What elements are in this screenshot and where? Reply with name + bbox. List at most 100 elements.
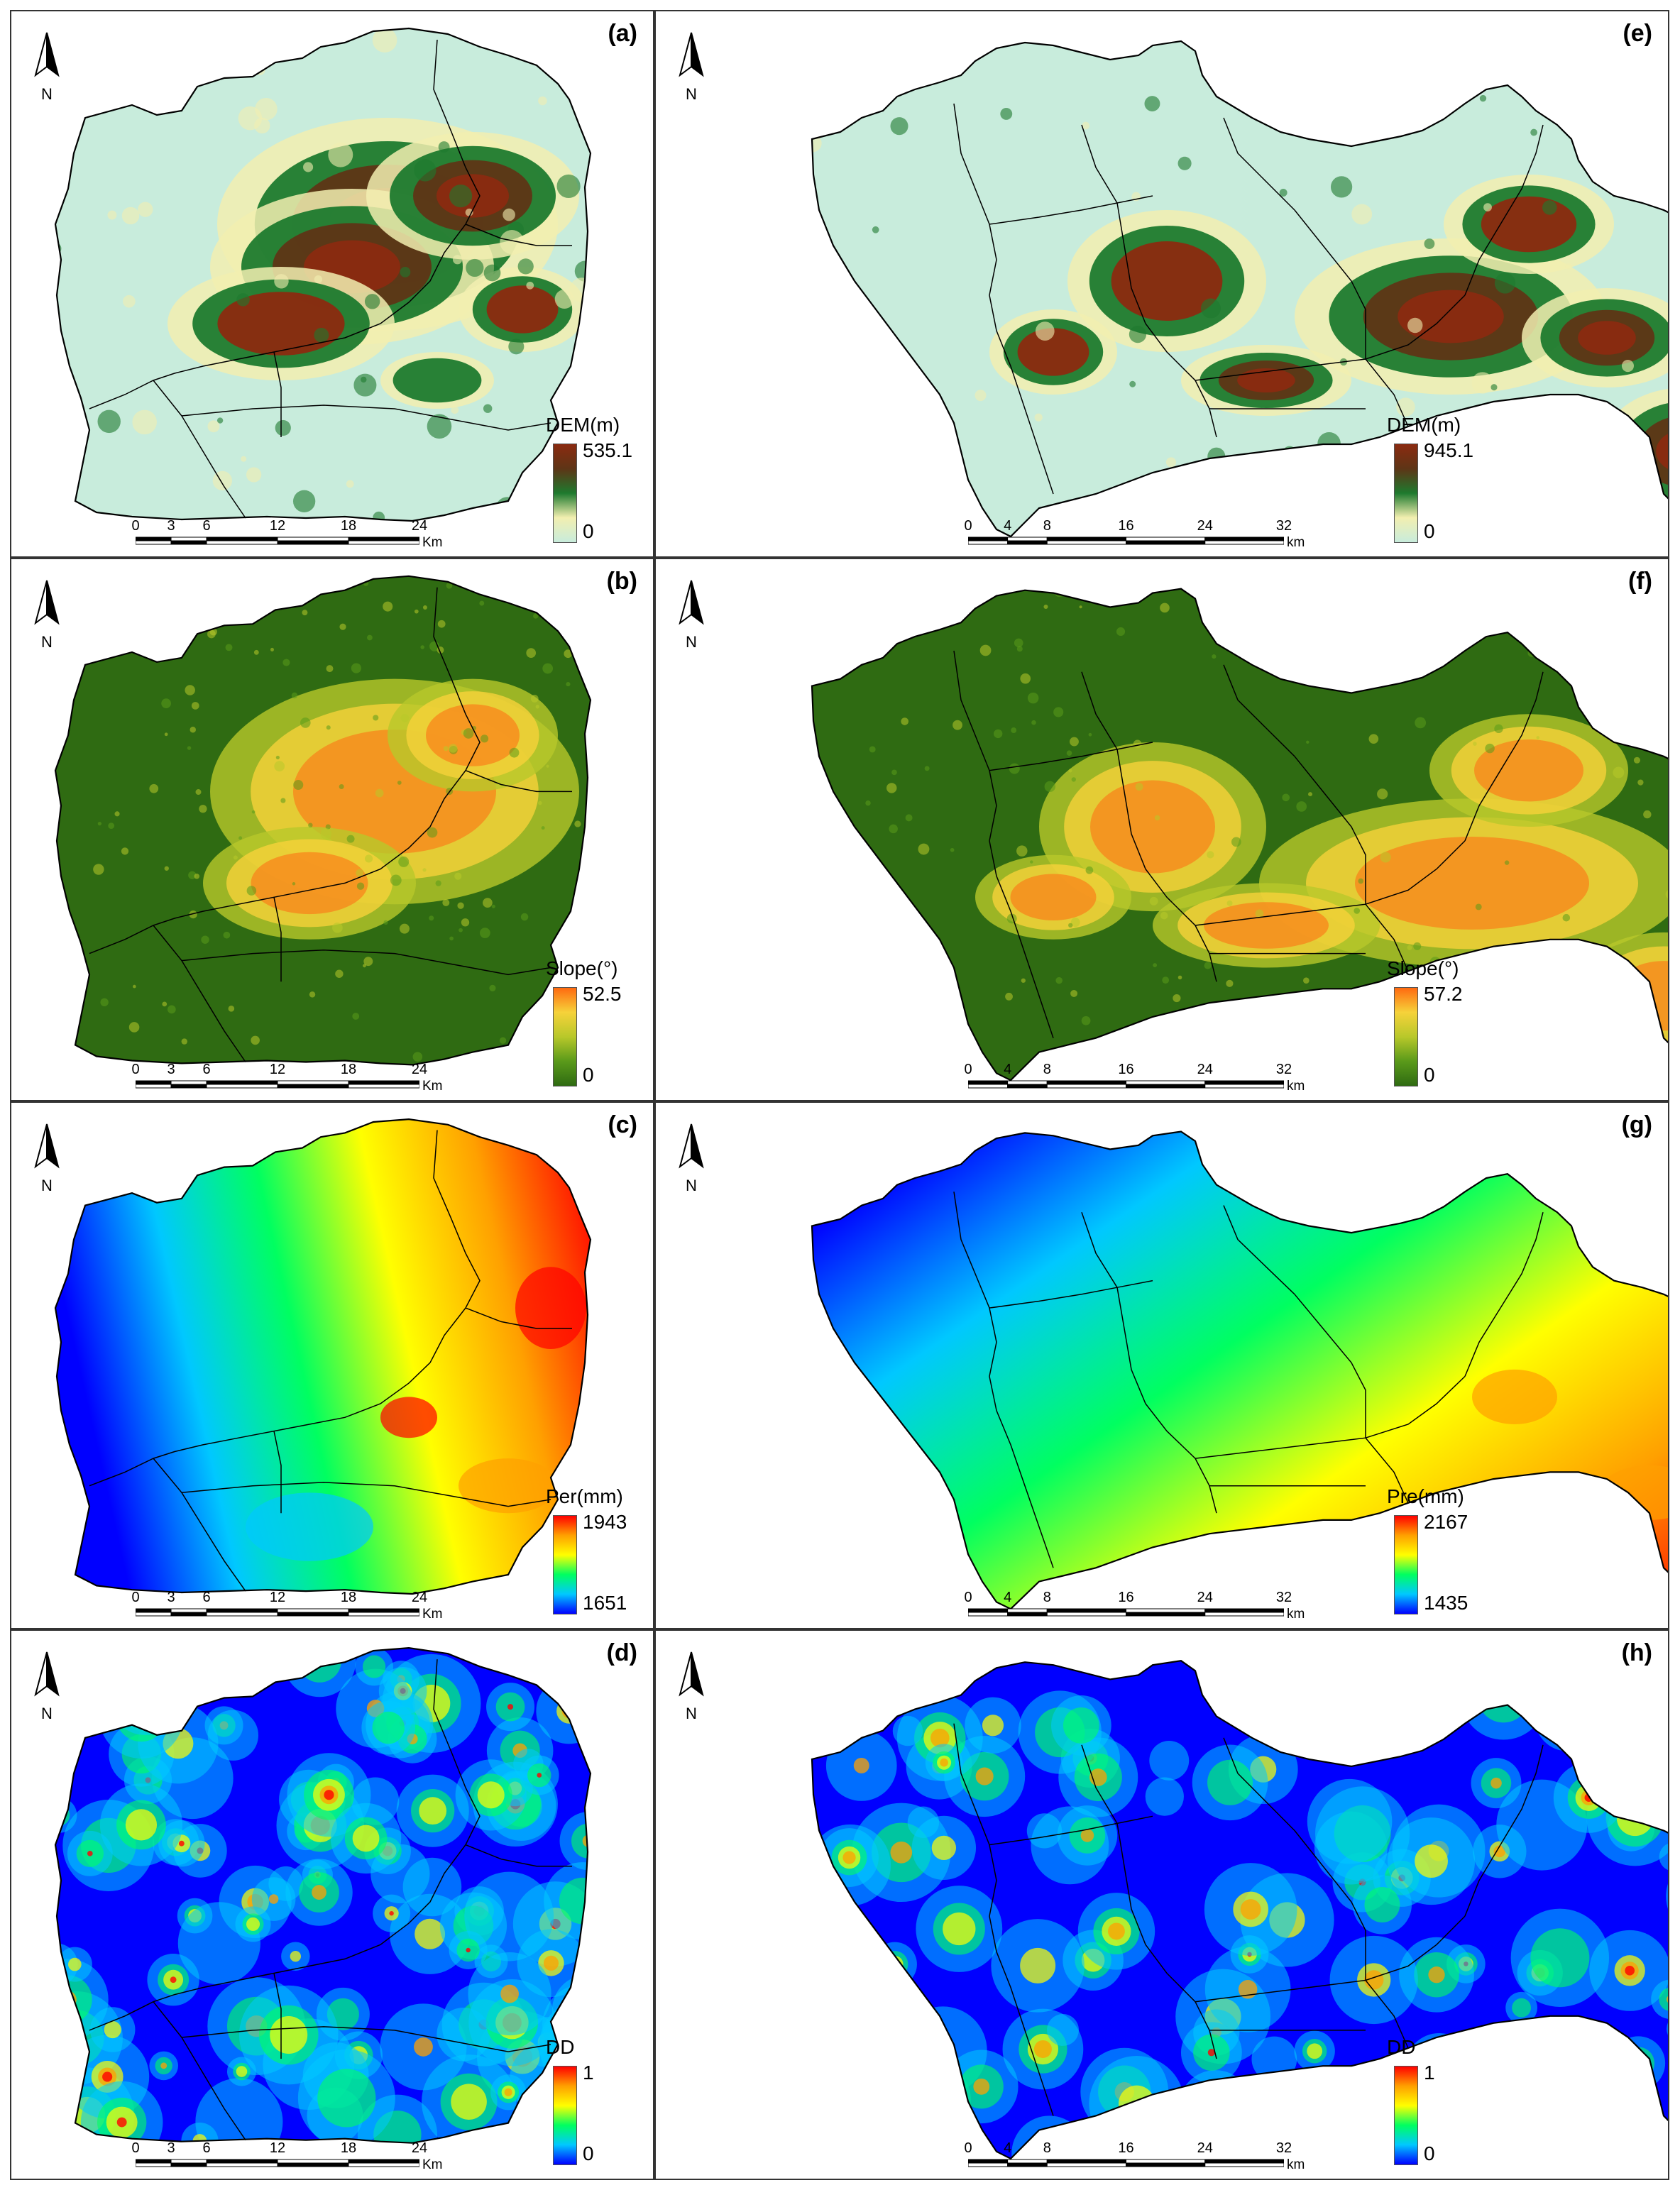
boundary-c: [54, 1118, 592, 1595]
map-e: [811, 40, 1668, 538]
raster-h: [812, 1661, 1668, 2159]
scale-bar-h: 0 4 8 16 24 32 km: [964, 2140, 1327, 2176]
scale-tick: 12: [269, 2140, 286, 2156]
scale-bar-e: 0 4 8 16 24 32 km: [964, 518, 1327, 554]
scale-unit: Km: [422, 535, 443, 550]
legend-title: Slope(°): [1387, 957, 1459, 979]
raster-d: [55, 1648, 591, 2143]
north-arrow-icon: N: [671, 30, 711, 108]
legend-max: 1: [1424, 2062, 1435, 2084]
panel-g: (g) N Pre(mm) 2167 1435 0 4 8 16 24 32 km: [654, 1101, 1669, 1629]
scale-bar-b: 0 3 6 12 18 24 Km: [131, 1062, 462, 1097]
map-a: [54, 27, 592, 522]
panel-d: (d) N DD 1 0 0 3 6 12 18 24 Km: [10, 1629, 654, 2180]
scale-tick: 24: [1197, 1062, 1213, 1077]
panel-label: (c): [608, 1111, 637, 1138]
legend-title: DEM(m): [546, 414, 620, 436]
scale-tick: 18: [340, 1062, 357, 1077]
scale-tick: 0: [131, 2140, 140, 2156]
north-arrow-icon: N: [27, 578, 67, 656]
map-c: [54, 1118, 592, 1595]
map-b: [54, 575, 592, 1066]
north-label: N: [41, 1177, 53, 1194]
legend-min: 0: [583, 520, 594, 542]
scale-tick: 0: [964, 2140, 972, 2156]
north-label: N: [686, 1705, 697, 1722]
scale-tick: 4: [1004, 1062, 1012, 1077]
scale-tick: 24: [411, 1062, 428, 1077]
legend-title: DD: [1387, 2036, 1416, 2058]
legend-min: 0: [583, 1064, 594, 1086]
legend-color-ramp: [1394, 2066, 1418, 2165]
panel-a: (a) N DEM(m) 535.1 0 0 3 6 12 18 24 Km: [10, 10, 654, 558]
boundary-a: [54, 27, 592, 522]
legend-max: 1: [583, 2062, 594, 2084]
legend-color-ramp: [1394, 1515, 1418, 1614]
raster-b: [55, 576, 591, 1065]
boundary-g: [811, 1130, 1668, 1610]
scale-tick: 0: [964, 518, 972, 534]
panel-h: (h) N DD 1 0 0 4 8 16 24 32 km: [654, 1629, 1669, 2180]
scale-unit: km: [1287, 2157, 1305, 2172]
panel-e: (e) N DEM(m) 945.1 0 0 4 8 16 24 32 km: [654, 10, 1669, 558]
raster-c: [55, 1119, 591, 1594]
scale-tick: 6: [202, 1590, 211, 1605]
north-label: N: [41, 633, 53, 651]
panel-label: (e): [1623, 20, 1652, 47]
panel-c: (c) N Per(mm) 1943 1651 0 3 6 12 18 24 Km: [10, 1101, 654, 1629]
boundary-h: [811, 1660, 1668, 2160]
panel-f: (f) N Slope(°) 57.2 0 0 4 8 16 24 32 km: [654, 558, 1669, 1101]
scale-tick: 24: [1197, 2140, 1213, 2156]
legend-min: 0: [1424, 2142, 1435, 2164]
panel-label: (g): [1621, 1111, 1652, 1138]
scale-unit: Km: [422, 1079, 443, 1094]
scale-tick: 6: [202, 1062, 211, 1077]
north-label: N: [41, 85, 53, 103]
scale-tick: 18: [340, 2140, 357, 2156]
scale-tick: 4: [1004, 1590, 1012, 1605]
scale-tick: 16: [1118, 518, 1134, 534]
panel-label: (d): [606, 1639, 637, 1666]
legend-max: 2167: [1424, 1511, 1468, 1533]
scale-bar-f: 0 4 8 16 24 32 km: [964, 1062, 1327, 1097]
scale-tick: 0: [964, 1062, 972, 1077]
legend-min: 0: [1424, 520, 1435, 542]
legend-color-ramp: [553, 444, 577, 543]
scale-tick: 3: [167, 2140, 175, 2156]
scale-tick: 12: [269, 1062, 286, 1077]
scale-tick: 32: [1275, 1590, 1292, 1605]
north-arrow-icon: N: [671, 1121, 711, 1199]
raster-e: [812, 41, 1668, 537]
legend-min: 0: [1424, 1064, 1435, 1086]
scale-tick: 6: [202, 518, 211, 534]
raster-a: [55, 28, 591, 521]
scale-bar-d: 0 3 6 12 18 24 Km: [131, 2140, 462, 2176]
north-arrow-icon: N: [27, 1121, 67, 1199]
north-arrow-icon: N: [27, 30, 67, 108]
scale-tick: 8: [1043, 2140, 1051, 2156]
legend-title: DEM(m): [1387, 414, 1461, 436]
scale-tick: 24: [1197, 1590, 1213, 1605]
map-f: [811, 588, 1668, 1082]
scale-unit: km: [1287, 1607, 1305, 1622]
legend-title: Slope(°): [546, 957, 618, 979]
scale-tick: 16: [1118, 1062, 1134, 1077]
scale-tick: 24: [1197, 518, 1213, 534]
north-label: N: [686, 633, 697, 651]
north-arrow-icon: N: [27, 1649, 67, 1727]
panel-b: (b) N Slope(°) 52.5 0 0 3 6 12 18 24 Km: [10, 558, 654, 1101]
scale-tick: 12: [269, 1590, 286, 1605]
scale-tick: 8: [1043, 1590, 1051, 1605]
scale-tick: 24: [411, 518, 428, 534]
scale-tick: 3: [167, 1590, 175, 1605]
legend-min: 1651: [583, 1592, 627, 1614]
legend-color-ramp: [1394, 444, 1418, 543]
scale-tick: 0: [964, 1590, 972, 1605]
scale-tick: 18: [340, 518, 357, 534]
boundary-d: [54, 1646, 592, 2144]
legend-min: 1435: [1424, 1592, 1468, 1614]
boundary-b: [54, 575, 592, 1066]
legend-title: Per(mm): [546, 1485, 623, 1507]
scale-tick: 24: [411, 2140, 428, 2156]
